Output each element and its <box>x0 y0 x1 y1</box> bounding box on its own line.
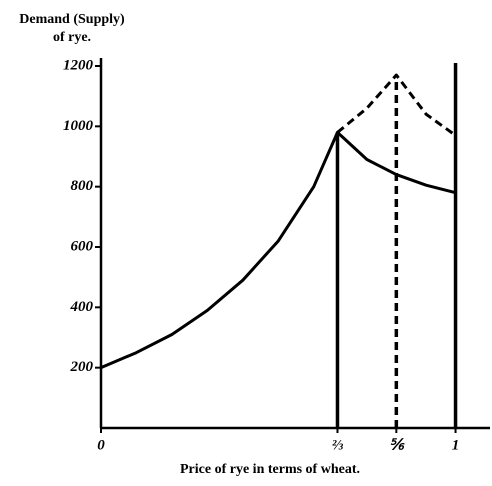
y-tick-label: 200 <box>70 359 94 375</box>
line-series <box>336 73 457 137</box>
y-tick-label: 1000 <box>63 118 94 134</box>
x-tick-label: ⅚ <box>389 437 405 453</box>
y-axis-label: of rye. <box>53 30 91 45</box>
x-tick-label: 1 <box>452 437 460 453</box>
y-axis-label: Demand (Supply) <box>19 12 125 27</box>
x-tick-label: 0 <box>97 437 105 453</box>
y-tick-label: 600 <box>71 238 94 254</box>
y-tick-label: 800 <box>71 178 94 194</box>
line-series <box>100 130 456 370</box>
y-tick-label: 1200 <box>63 57 94 73</box>
x-axis-label: Price of rye in terms of wheat. <box>180 462 360 477</box>
x-tick-label: ⅔ <box>332 437 344 453</box>
y-tick-label: 400 <box>70 299 94 315</box>
